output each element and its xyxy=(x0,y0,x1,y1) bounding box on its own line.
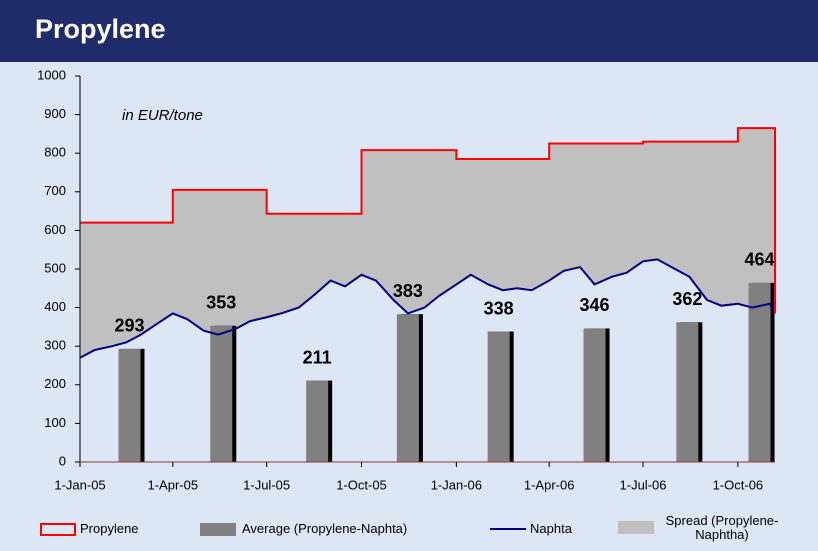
legend-swatch xyxy=(490,528,526,530)
bar xyxy=(118,348,141,462)
x-tick-label: 1-Oct-06 xyxy=(713,477,764,492)
legend-swatch xyxy=(618,521,654,534)
y-tick-label: 800 xyxy=(44,145,66,160)
value-label: 383 xyxy=(393,281,423,301)
x-tick-label: 1-Oct-05 xyxy=(336,477,387,492)
value-label: 293 xyxy=(114,316,144,336)
chart-title: Propylene xyxy=(35,14,166,44)
bar xyxy=(583,328,606,462)
x-tick-label: 1-Jul-06 xyxy=(620,477,667,492)
spread-area xyxy=(80,128,775,358)
legend-swatch xyxy=(200,523,236,536)
y-tick-label: 200 xyxy=(44,376,66,391)
y-tick-label: 700 xyxy=(44,183,66,198)
legend-swatch xyxy=(40,523,76,536)
y-tick-label: 300 xyxy=(44,338,66,353)
legend-label: Average (Propylene-Naphta) xyxy=(242,521,408,536)
value-label: 353 xyxy=(206,292,236,312)
x-tick-label: 1-Jan-05 xyxy=(54,477,105,492)
x-tick-label: 1-Jan-06 xyxy=(431,477,482,492)
value-label: 211 xyxy=(303,347,332,367)
y-tick-label: 1000 xyxy=(37,67,66,82)
annotation: in EUR/tone xyxy=(122,107,203,124)
legend-label: Spread (Propylene-Naphtha) xyxy=(665,513,779,542)
value-label: 464 xyxy=(745,250,775,270)
y-tick-label: 0 xyxy=(59,453,66,468)
bar xyxy=(306,380,329,462)
propylene-line xyxy=(80,127,776,314)
y-tick-label: 900 xyxy=(44,106,66,121)
y-tick-label: 500 xyxy=(44,260,66,275)
bar xyxy=(748,282,771,462)
chart: in EUR/tone 0 100 200 300 400 500 600 700 800 900… xyxy=(37,67,776,492)
legend-label: Propylene xyxy=(80,521,139,536)
legend-label: Naphta xyxy=(530,521,572,536)
y-tick-label: 600 xyxy=(44,222,66,237)
value-label: 338 xyxy=(484,298,514,318)
header: Propylene xyxy=(0,0,818,62)
x-tick-label: 1-Apr-05 xyxy=(148,477,199,492)
y-tick-label: 400 xyxy=(44,299,66,314)
value-label: 362 xyxy=(672,289,702,309)
bar xyxy=(487,331,510,462)
y-tick-label: 100 xyxy=(44,415,66,430)
bar xyxy=(676,322,699,462)
value-label: 346 xyxy=(580,295,610,315)
x-tick-label: 1-Apr-06 xyxy=(524,477,575,492)
naphtha-line xyxy=(79,258,776,359)
x-tick-label: 1-Jul-05 xyxy=(243,477,290,492)
bar xyxy=(210,325,233,462)
bar xyxy=(396,314,419,462)
